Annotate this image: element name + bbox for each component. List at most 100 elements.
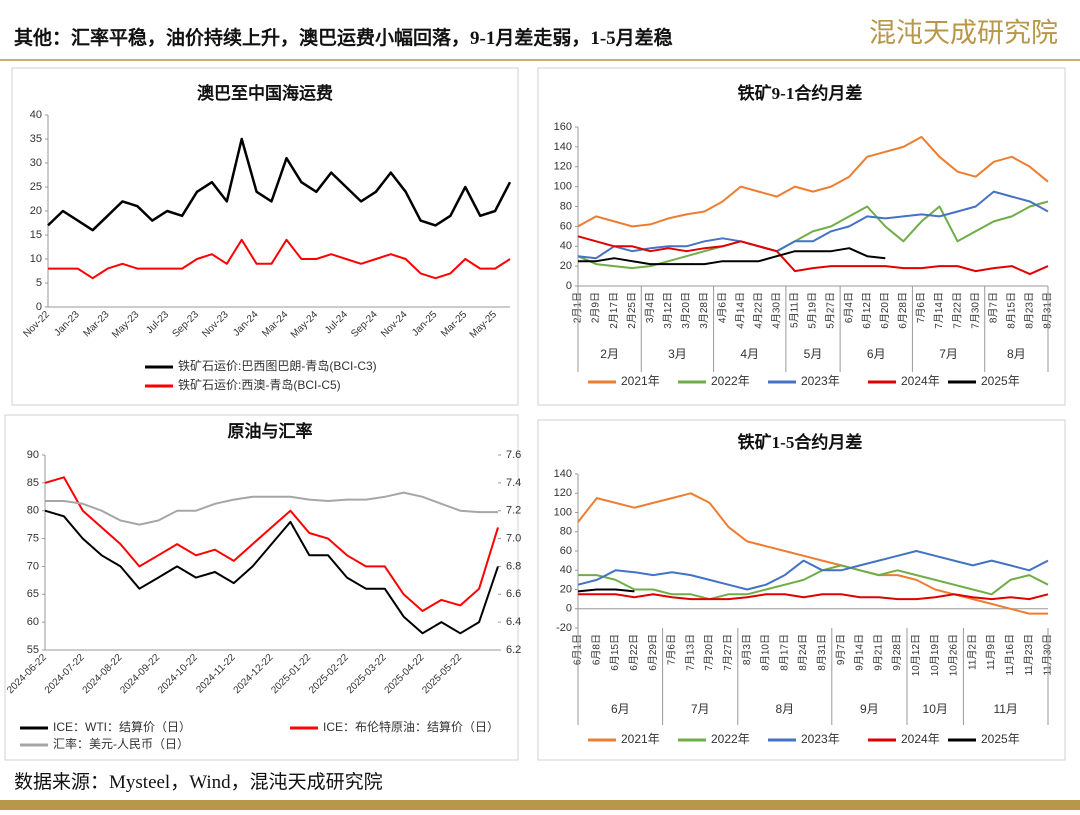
series-line [45,491,498,526]
x-tick-label: 8月31日 [816,634,828,671]
x-tick-label: Jul-24 [323,309,350,336]
y2-tick-label: 7.6 [506,449,521,461]
y-tick-label: 70 [27,560,39,572]
y-tick-label: 100 [554,181,572,193]
y-tick-label: 55 [27,644,39,656]
x-tick-label: 11月23日 [1023,634,1035,676]
group-label: 9月 [860,702,879,716]
x-tick-label: 4月14日 [734,292,746,329]
y-tick-label: 85 [27,477,39,489]
y-tick-label: 25 [30,181,42,193]
x-tick-label: 10月26日 [948,634,960,676]
group-label: 8月 [775,702,794,716]
x-tick-label: 8月7日 [987,292,999,323]
x-tick-label: 6月20日 [879,292,891,329]
x-tick-label: 6月4日 [843,292,855,323]
x-tick-label: 11月2日 [966,634,978,670]
x-tick-label: 8月24日 [797,634,809,671]
y-tick-label: 40 [560,564,572,576]
group-label: 6月 [611,702,630,716]
x-tick-label: Nov-22 [21,309,52,340]
legend-label: 2023年 [801,732,840,746]
y2-tick-label: 6.6 [506,588,521,600]
x-tick-label: 5月19日 [807,292,819,329]
x-tick-label: 9月14日 [854,634,866,671]
x-tick-label: 3月28日 [698,292,710,329]
y-tick-label: 30 [30,157,42,169]
x-tick-label: Sep-23 [170,309,201,340]
y-tick-label: 160 [554,121,572,133]
x-tick-label: 7月27日 [722,634,734,671]
legend-label: 铁矿石运价:巴西图巴朗-青岛(BCI-C3) [178,358,377,373]
legend-label: ICE：WTI：结算价（日） [53,719,191,734]
y-tick-label: 100 [554,506,572,518]
x-tick-label: 9月21日 [872,634,884,671]
series-line [578,564,1049,601]
y-tick-label: 65 [27,588,39,600]
x-tick-label: 10月19日 [929,634,941,676]
x-tick-label: 6月8日 [590,634,602,665]
x-tick-label: Jan-24 [231,309,261,339]
series-line [577,190,1049,260]
x-tick-label: 8月15日 [1005,292,1017,329]
legend-label: 2021年 [621,374,660,388]
x-tick-label: Mar-25 [439,309,469,339]
y2-tick-label: 7.0 [506,532,521,544]
group-label: 7月 [939,347,958,361]
legend-label: 2024年 [901,374,940,388]
series-line [577,492,1048,615]
chart-title: 铁矿1-5合约月差 [738,432,863,452]
x-tick-label: 2024-10-22 [156,652,200,696]
x-tick-label: Jul-23 [144,309,171,336]
x-tick-label: May-25 [468,309,500,341]
series-line [578,247,886,266]
x-tick-label: 5月27日 [825,292,837,329]
x-tick-label: Nov-24 [379,309,410,340]
group-label: 11月 [993,702,1017,716]
legend-label: 2022年 [711,732,750,746]
x-tick-label: 6月15日 [609,634,621,671]
x-tick-label: 7月22日 [951,292,963,329]
y-tick-label: 15 [30,229,42,241]
series-line [578,593,1049,601]
x-tick-label: 10月12日 [910,634,922,676]
y-tick-label: 90 [27,449,39,461]
group-label: 3月 [668,347,687,361]
x-tick-label: 11月16日 [1004,634,1016,676]
x-tick-label: 8月10日 [760,634,772,671]
x-tick-label: 2025-05-22 [420,652,464,696]
x-tick-label: 9月28日 [891,634,903,671]
x-tick-label: May-23 [110,309,142,341]
logo: 混沌天成研究院 [869,18,1058,48]
legend-label: 铁矿石运价:西澳-青岛(BCI-C5) [178,377,341,392]
series-line [47,137,512,232]
panel [4,414,519,761]
panel [537,419,1066,761]
y-tick-label: 80 [560,200,572,212]
chart-title: 铁矿9-1合约月差 [738,83,863,103]
y2-tick-label: 6.8 [506,560,521,572]
legend-label: 2025年 [981,374,1020,388]
x-tick-label: 4月22日 [752,292,764,329]
panel [11,67,519,406]
y-tick-label: 40 [560,240,572,252]
x-tick-label: 2月25日 [626,292,638,329]
y-tick-label: 10 [30,253,42,265]
y-tick-label: 5 [36,277,42,289]
y-tick-label: 40 [30,109,42,121]
y2-tick-label: 6.4 [506,616,521,628]
series-line [577,588,635,593]
y-tick-label: 0 [566,280,572,292]
x-tick-label: 3月12日 [662,292,674,329]
y-tick-label: 140 [554,468,572,480]
x-tick-label: 7月6日 [666,634,678,665]
y-tick-label: 140 [554,141,572,153]
series-line [577,135,1049,228]
y-tick-label: 20 [30,205,42,217]
panel [537,67,1066,406]
group-label: 5月 [804,347,823,361]
x-tick-label: 8月23日 [1024,292,1036,329]
y2-tick-label: 6.2 [506,644,521,656]
